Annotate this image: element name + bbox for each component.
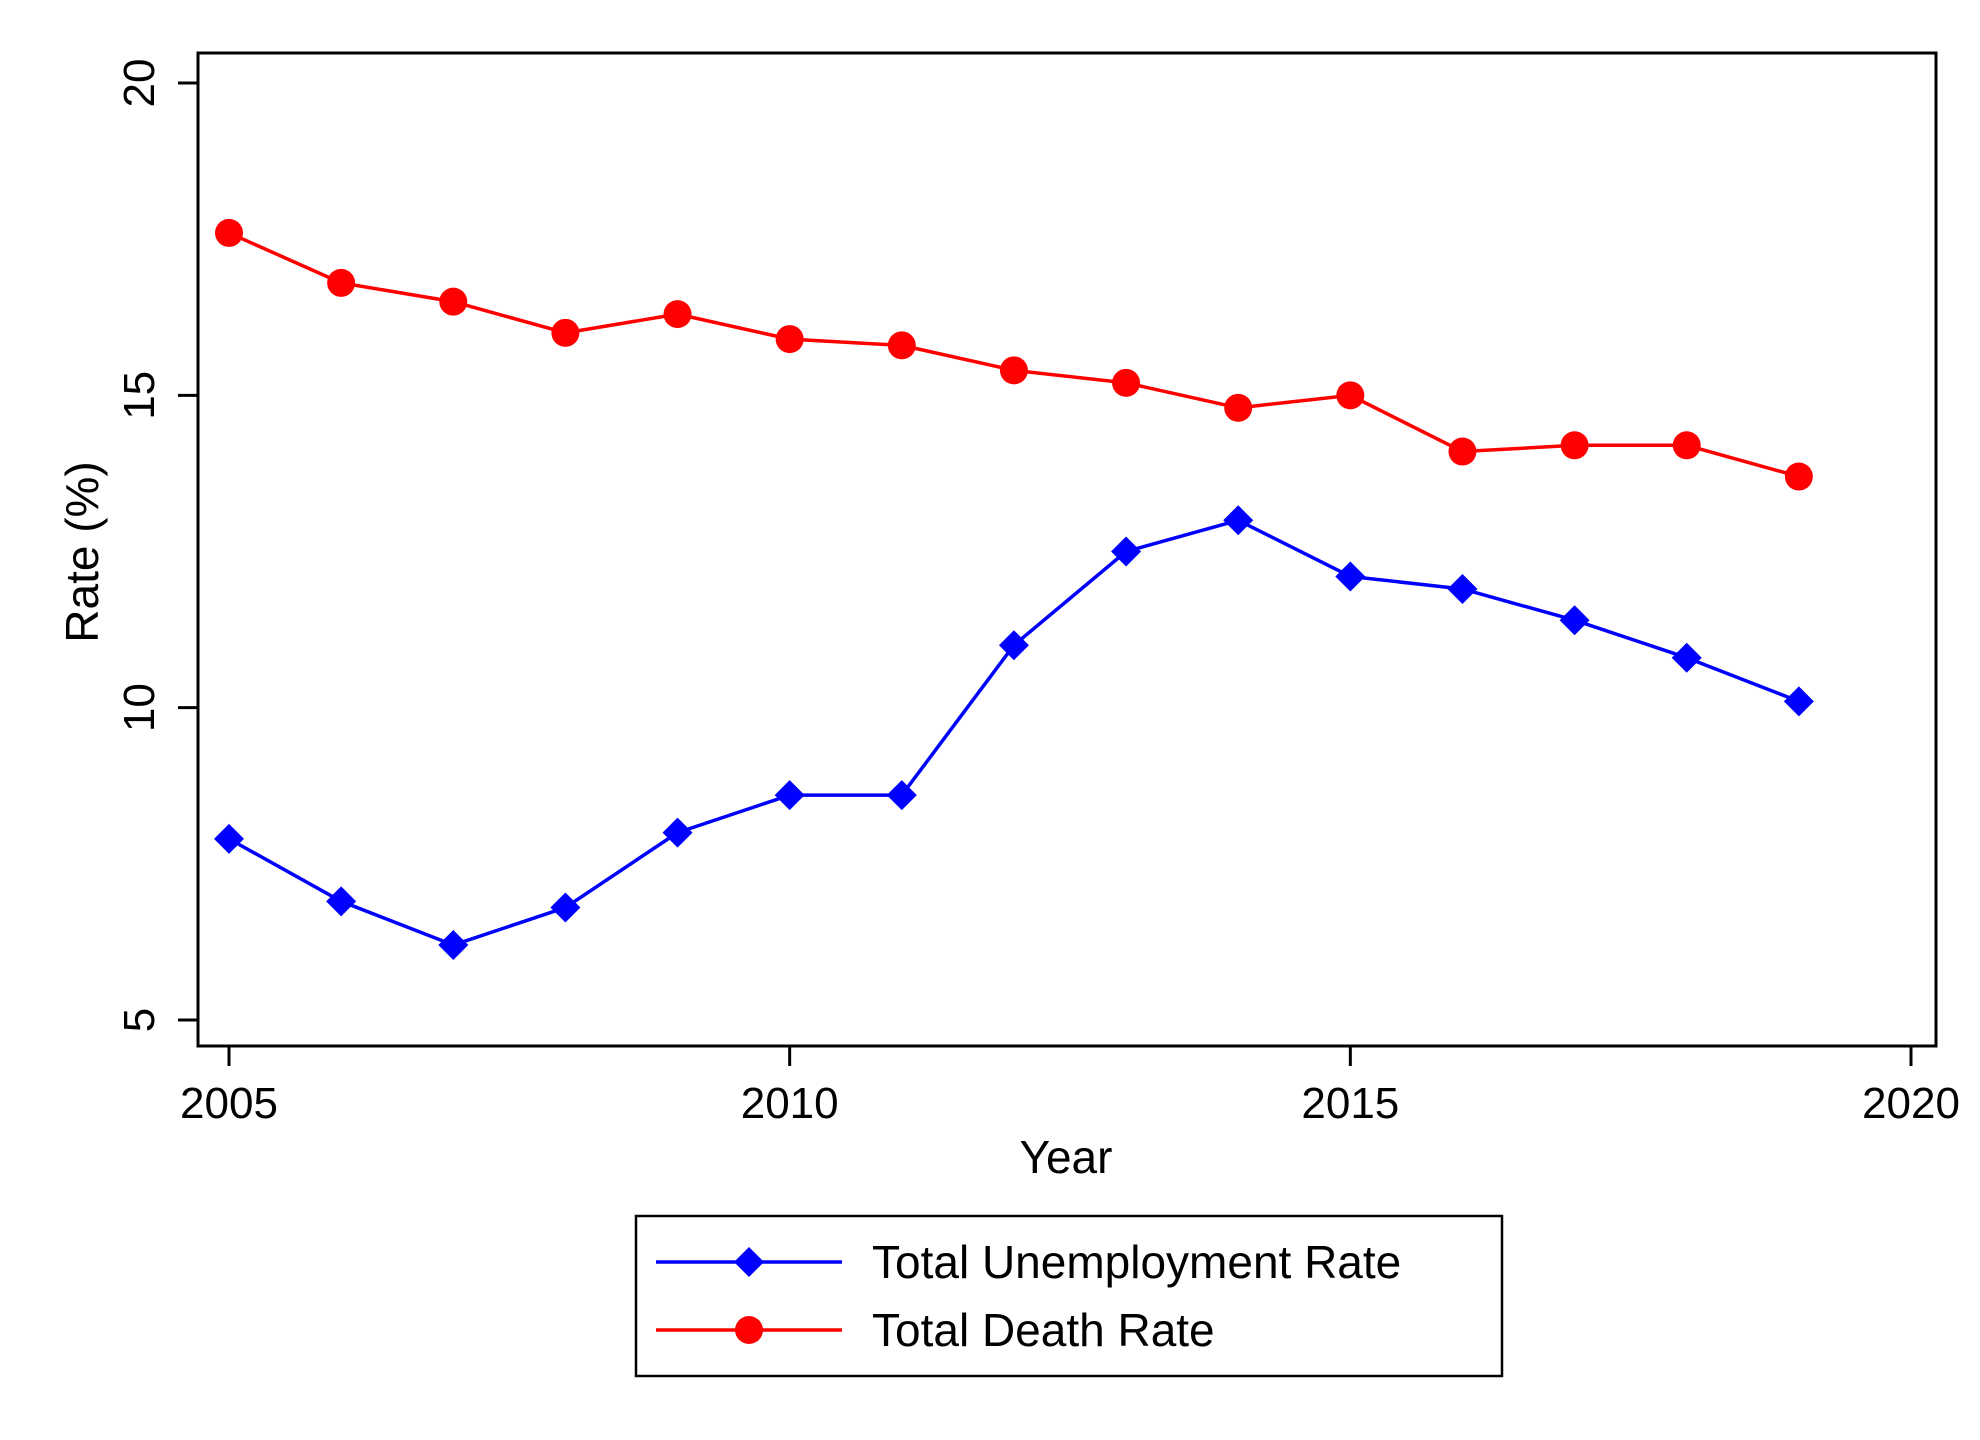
data-point — [662, 817, 693, 848]
x-axis: 2005 2010 2015 2020 — [180, 1046, 1960, 1128]
legend-items: Total Unemployment Rate Total Death Rate — [656, 1236, 1401, 1356]
data-point — [663, 300, 692, 329]
data-point — [551, 318, 580, 347]
series-line — [228, 518, 1800, 947]
data-point — [550, 892, 581, 923]
data-point — [1783, 686, 1814, 717]
data-point — [1336, 381, 1365, 410]
y-tick-label: 20 — [115, 59, 164, 108]
legend-marker — [734, 1247, 764, 1277]
series-unemployment — [214, 505, 1814, 961]
data-point — [1560, 431, 1589, 460]
data-point — [774, 780, 805, 811]
x-tick-label: 2015 — [1301, 1079, 1399, 1128]
data-point — [1223, 505, 1254, 536]
y-tick-label: 15 — [115, 371, 164, 420]
data-point — [887, 331, 916, 360]
data-point — [1559, 605, 1590, 636]
data-point — [1447, 573, 1478, 604]
y-tick-label: 5 — [115, 1008, 164, 1032]
data-point — [999, 356, 1028, 385]
data-point — [438, 930, 469, 961]
data-point — [214, 823, 244, 854]
data-point — [1335, 561, 1366, 592]
data-point — [886, 780, 917, 811]
data-point — [1672, 431, 1701, 460]
data-point — [1784, 462, 1813, 491]
x-tick-label: 2005 — [180, 1079, 278, 1128]
data-point — [439, 287, 468, 316]
data-point — [327, 268, 356, 297]
series-layer — [214, 218, 1814, 961]
data-point — [1112, 368, 1141, 397]
plot-frame — [196, 51, 1938, 1048]
legend: Total Unemployment Rate Total Death Rate — [634, 1214, 1504, 1378]
data-point — [775, 325, 804, 354]
legend-label: Total Unemployment Rate — [872, 1236, 1401, 1288]
x-tick-label: 2020 — [1862, 1079, 1960, 1128]
data-point — [1111, 536, 1142, 567]
legend-label: Total Death Rate — [872, 1304, 1215, 1356]
data-point — [326, 886, 357, 917]
y-axis-title: Rate (%) — [56, 461, 108, 642]
legend-item: Total Unemployment Rate — [656, 1236, 1401, 1288]
x-tick-label: 2010 — [741, 1079, 839, 1128]
data-point — [1671, 642, 1702, 673]
data-point — [998, 630, 1029, 661]
data-point — [1448, 437, 1477, 466]
data-point — [215, 218, 243, 247]
series-death — [215, 218, 1813, 491]
legend-box — [634, 1214, 1504, 1378]
legend-marker — [735, 1316, 763, 1344]
y-axis: 5 10 15 20 — [115, 59, 198, 1032]
x-axis-title: Year — [1020, 1131, 1113, 1183]
data-point — [1224, 393, 1253, 422]
y-tick-label: 10 — [115, 683, 164, 732]
legend-item: Total Death Rate — [656, 1304, 1215, 1356]
